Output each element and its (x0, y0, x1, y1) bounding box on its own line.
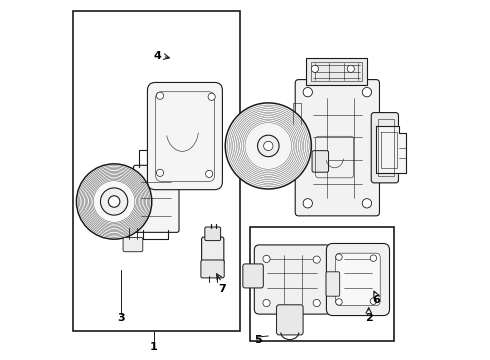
Circle shape (263, 255, 270, 262)
Text: 1: 1 (149, 342, 157, 352)
Bar (378, 119, 394, 176)
FancyBboxPatch shape (312, 151, 329, 172)
Circle shape (313, 300, 320, 307)
FancyBboxPatch shape (326, 243, 390, 316)
Circle shape (311, 65, 318, 72)
FancyBboxPatch shape (254, 245, 331, 314)
Circle shape (156, 169, 164, 176)
Circle shape (362, 199, 371, 208)
FancyBboxPatch shape (205, 227, 220, 240)
Circle shape (156, 92, 164, 99)
Bar (73, 12, 240, 330)
FancyBboxPatch shape (295, 80, 379, 216)
FancyBboxPatch shape (276, 305, 303, 335)
Circle shape (264, 141, 273, 150)
Circle shape (225, 103, 311, 189)
Circle shape (263, 300, 270, 307)
Circle shape (370, 298, 377, 305)
FancyBboxPatch shape (371, 113, 398, 183)
Circle shape (208, 93, 215, 100)
FancyBboxPatch shape (147, 82, 222, 190)
Text: 7: 7 (218, 284, 225, 294)
Text: 2: 2 (365, 313, 372, 323)
Circle shape (108, 196, 120, 207)
Bar (250, 226, 394, 341)
FancyBboxPatch shape (133, 165, 179, 232)
Circle shape (303, 87, 313, 97)
FancyBboxPatch shape (336, 253, 380, 306)
Bar (306, 58, 367, 85)
FancyBboxPatch shape (201, 260, 224, 278)
FancyBboxPatch shape (243, 264, 263, 288)
Circle shape (258, 135, 279, 157)
Circle shape (76, 164, 152, 239)
Circle shape (370, 255, 377, 261)
Circle shape (347, 65, 354, 72)
FancyBboxPatch shape (201, 237, 224, 265)
Circle shape (303, 199, 313, 208)
FancyBboxPatch shape (326, 272, 340, 296)
Circle shape (336, 299, 342, 305)
Text: 5: 5 (254, 334, 261, 345)
Text: 3: 3 (118, 313, 125, 323)
Circle shape (205, 170, 213, 177)
Polygon shape (376, 126, 406, 173)
Circle shape (336, 254, 342, 260)
Circle shape (100, 188, 128, 215)
Circle shape (362, 87, 371, 97)
Text: 6: 6 (372, 295, 380, 305)
Bar (311, 62, 362, 81)
Text: 4: 4 (153, 51, 161, 61)
FancyBboxPatch shape (123, 237, 143, 252)
Circle shape (313, 256, 320, 263)
